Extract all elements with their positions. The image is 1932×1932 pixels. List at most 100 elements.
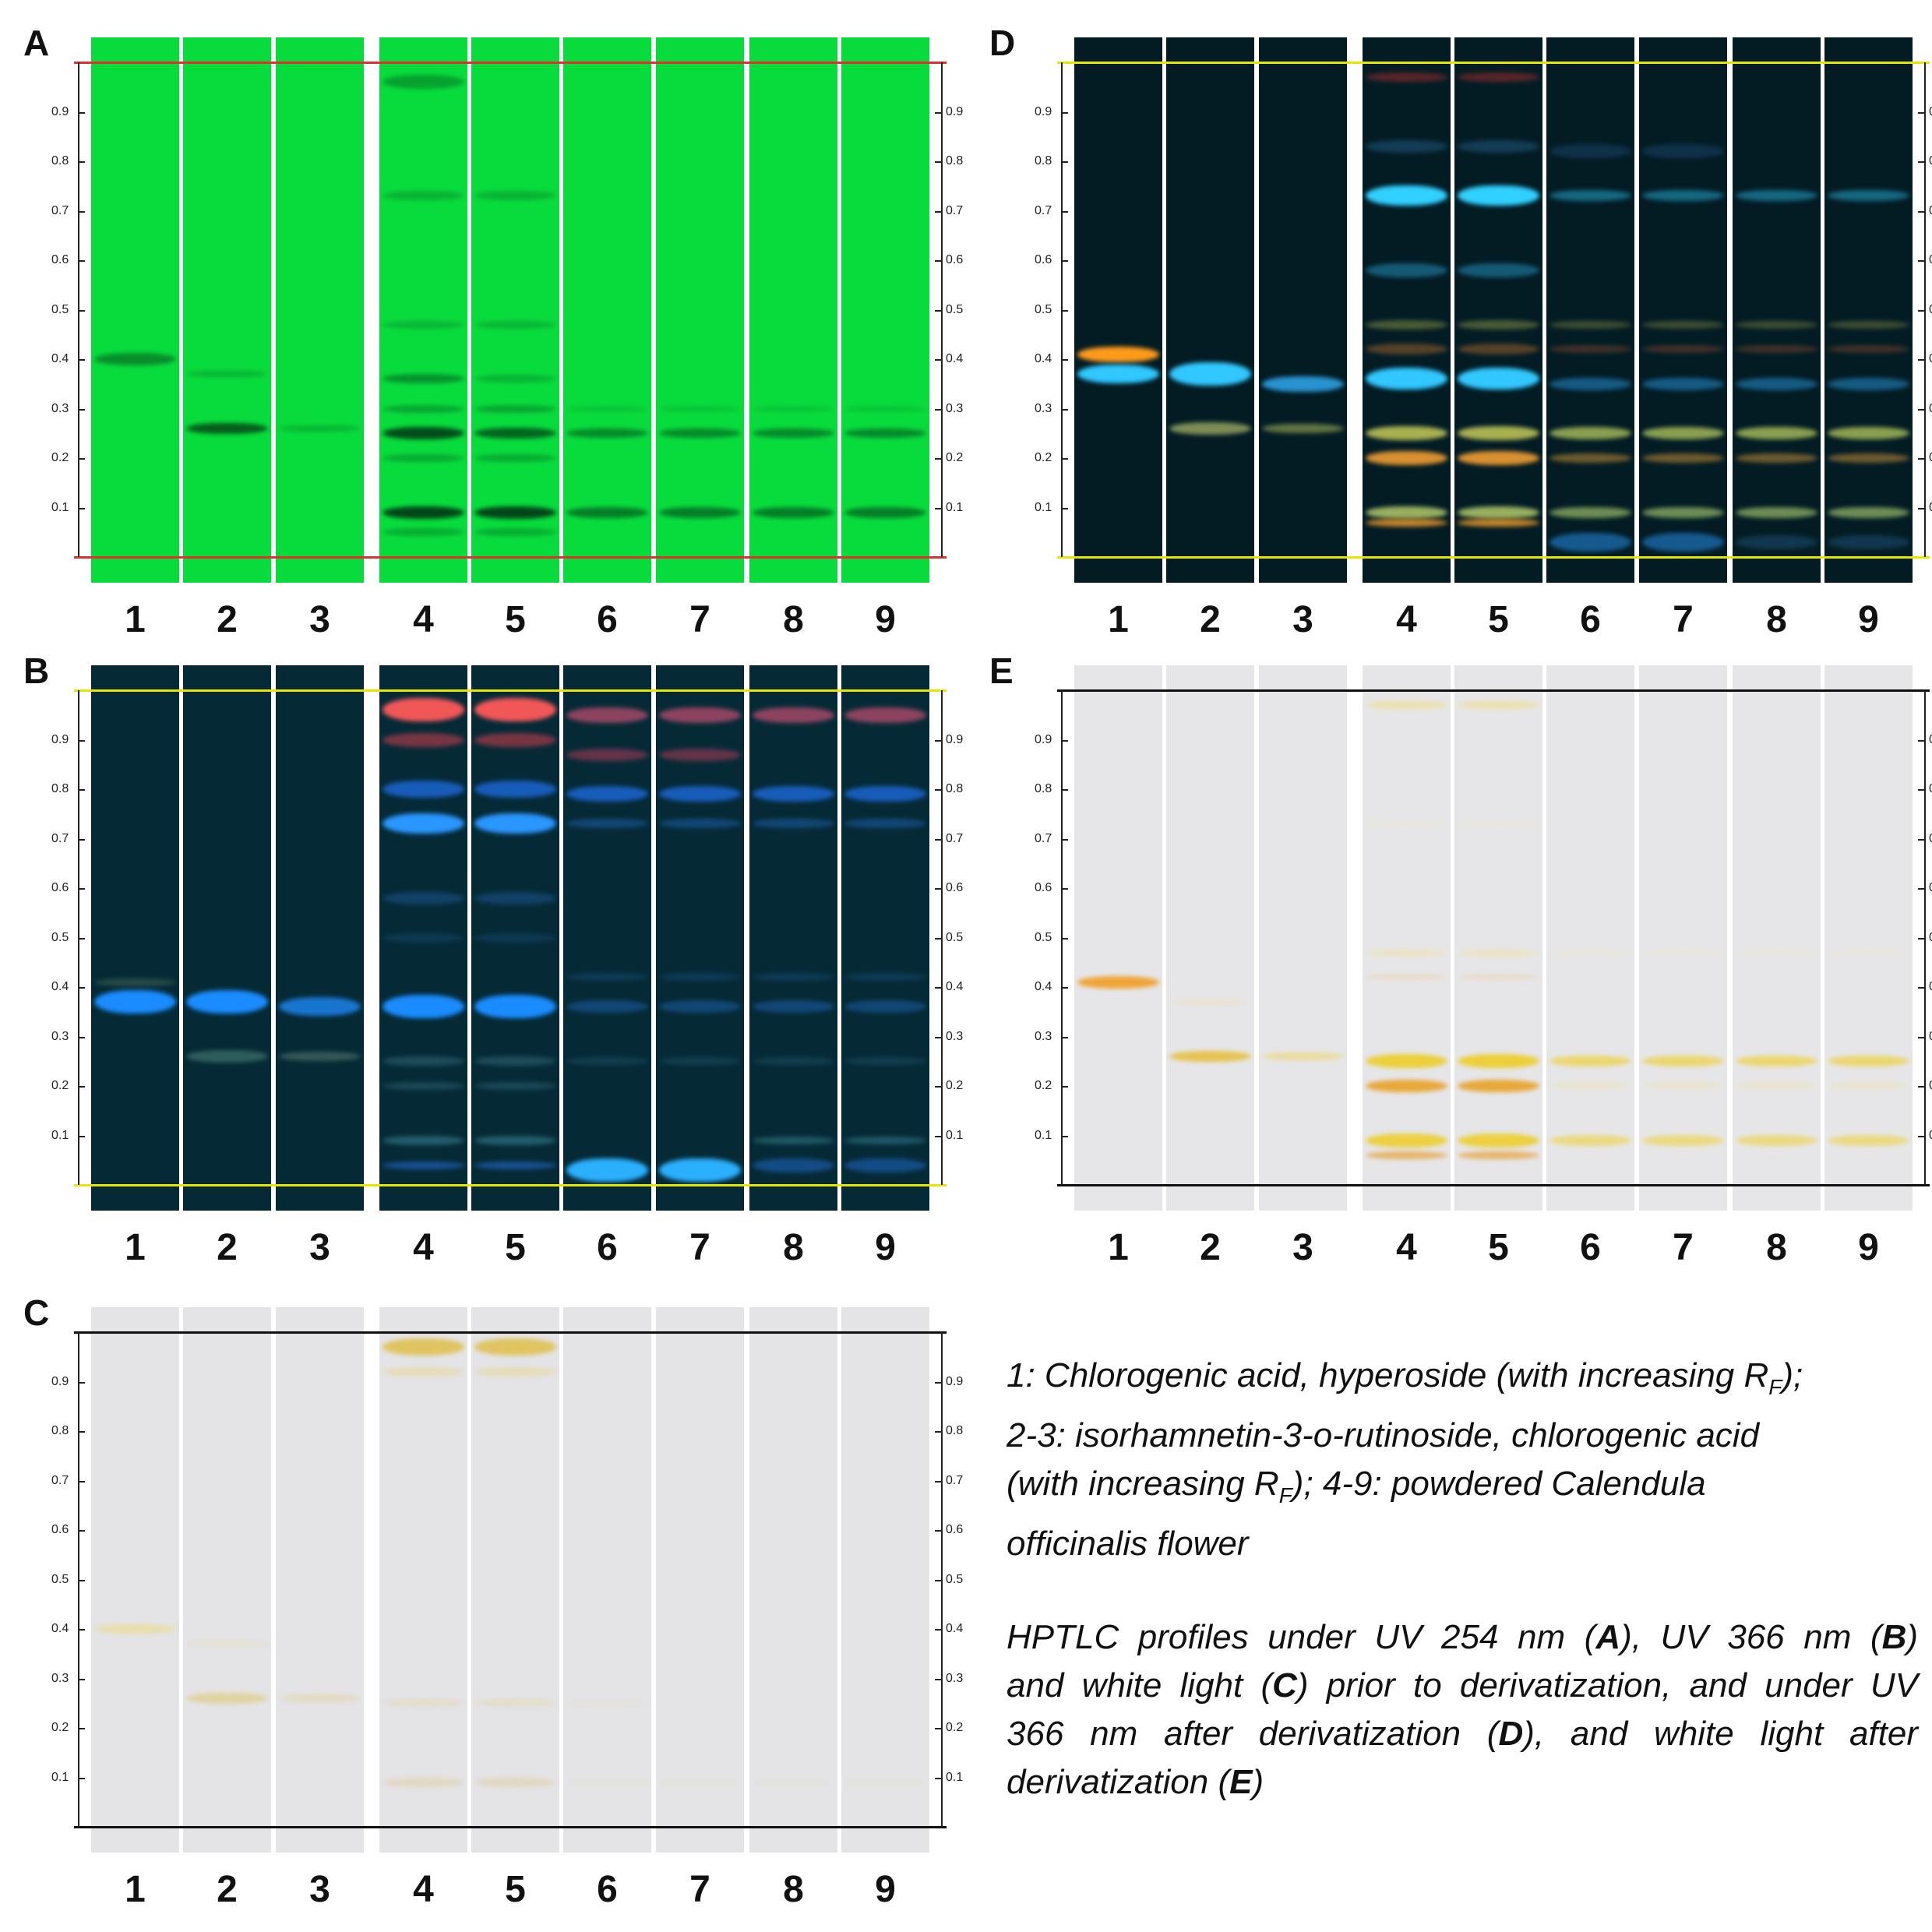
rf-tick-mark <box>1918 507 1924 509</box>
band <box>1549 1134 1631 1146</box>
lane-8 <box>749 1307 837 1853</box>
band <box>1169 1050 1251 1062</box>
band <box>186 990 268 1014</box>
rf-tick-label: 0.7 <box>51 1473 69 1487</box>
rf-tick-label: 0.3 <box>1035 401 1052 415</box>
band <box>474 320 556 329</box>
lane-number: 9 <box>875 1227 896 1268</box>
lane-1 <box>91 665 179 1211</box>
rf-tick-mark <box>1062 987 1068 989</box>
rf-tick-label: 0.2 <box>1035 451 1052 464</box>
band <box>753 1000 834 1014</box>
rf-tick-mark <box>79 210 85 213</box>
rf-tick-mark <box>935 1135 941 1137</box>
band <box>1642 532 1724 552</box>
lane-7 <box>656 665 744 1211</box>
lane-3 <box>276 37 364 583</box>
rf-tick-mark <box>1918 1036 1924 1038</box>
lane-number: 4 <box>413 1227 434 1268</box>
rf-tick-label: 0.9 <box>51 1374 69 1388</box>
band <box>1366 426 1447 441</box>
band <box>1828 453 1909 463</box>
band <box>383 1338 464 1356</box>
band <box>474 506 556 519</box>
lane-number: 6 <box>1580 599 1601 640</box>
lane-4 <box>379 1307 467 1853</box>
band <box>1169 362 1251 386</box>
rf-tick-label: 0.1 <box>51 500 69 514</box>
lane-4 <box>1363 665 1451 1211</box>
band <box>383 1161 464 1169</box>
lane-number: 4 <box>413 599 434 640</box>
lane-number: 1 <box>1108 1227 1129 1268</box>
tlc-plate <box>91 1307 933 1853</box>
lane-number: 7 <box>689 599 710 640</box>
band <box>1458 72 1539 83</box>
rf-tick-label: 0.3 <box>946 401 964 415</box>
band <box>383 995 464 1019</box>
band <box>474 891 556 904</box>
band <box>1458 820 1539 827</box>
band <box>844 405 926 412</box>
lane-number: 1 <box>1108 599 1129 640</box>
rf-tick-label: 0.2 <box>51 1079 69 1092</box>
rf-tick-label: 0.3 <box>51 401 69 415</box>
rf-tick-mark <box>1062 260 1068 262</box>
lane-4 <box>379 37 467 583</box>
rf-tick-mark <box>935 987 941 989</box>
band <box>1077 346 1159 362</box>
rf-tick-mark <box>935 161 941 163</box>
rf-tick-mark <box>1918 309 1924 312</box>
band <box>566 1057 648 1066</box>
lane-5 <box>1454 37 1542 583</box>
rf-tick-label: 0.2 <box>1929 452 1932 464</box>
band <box>1642 506 1724 518</box>
band <box>383 1135 464 1145</box>
band <box>1549 506 1631 518</box>
origin-line <box>74 1184 947 1186</box>
lane-number: 4 <box>1396 599 1417 640</box>
band <box>383 1699 464 1708</box>
rf-tick-label: 0.5 <box>1035 930 1052 944</box>
rf-tick-mark <box>1918 260 1924 262</box>
band <box>1458 426 1539 441</box>
band <box>1458 700 1539 710</box>
band <box>1458 139 1539 153</box>
rf-tick-mark <box>1918 987 1924 989</box>
rf-tick-mark <box>79 359 85 361</box>
rf-tick-mark <box>1062 1135 1068 1137</box>
lane-number: 2 <box>217 599 238 640</box>
lane-number: 1 <box>125 599 146 640</box>
lane-number: 5 <box>1488 599 1509 640</box>
rf-tick-label: 0.1 <box>51 1128 69 1142</box>
rf-tick-mark <box>79 1135 85 1137</box>
caption-p2-line-1: HPTLC profiles under UV 254 nm (A), UV 3… <box>1007 1617 1918 1656</box>
rf-tick-mark <box>79 987 85 989</box>
lane-number: 3 <box>309 599 330 640</box>
rf-tick-label: 0.1 <box>1929 501 1932 514</box>
band <box>1642 1134 1724 1146</box>
rf-tick-mark <box>1918 1086 1924 1088</box>
band <box>844 1779 926 1786</box>
band <box>1642 144 1724 159</box>
rf-tick-label: 0.5 <box>51 930 69 944</box>
rf-tick-mark <box>79 789 85 791</box>
rf-tick-label: 0.4 <box>1035 352 1052 365</box>
lane-8 <box>749 665 837 1211</box>
caption-p2-line-2: and white light (C) prior to derivatizat… <box>1007 1666 1919 1705</box>
band <box>566 428 648 439</box>
band <box>474 995 556 1019</box>
lane-number: 8 <box>1766 1227 1787 1268</box>
band <box>1366 518 1447 527</box>
rf-tick-mark <box>79 111 85 114</box>
band <box>1549 453 1631 463</box>
lane-number: 8 <box>783 1869 804 1910</box>
caption-line-3: (with increasing RF); 4-9: powdered Cale… <box>1007 1464 1706 1507</box>
rf-tick-mark <box>935 937 941 940</box>
rf-tick-label: 0.2 <box>946 1079 964 1092</box>
rf-tick-label: 0.3 <box>946 1029 964 1043</box>
rf-tick-mark <box>935 1480 941 1482</box>
band <box>1366 319 1447 330</box>
lane-number: 3 <box>1292 599 1313 640</box>
band <box>474 528 556 537</box>
